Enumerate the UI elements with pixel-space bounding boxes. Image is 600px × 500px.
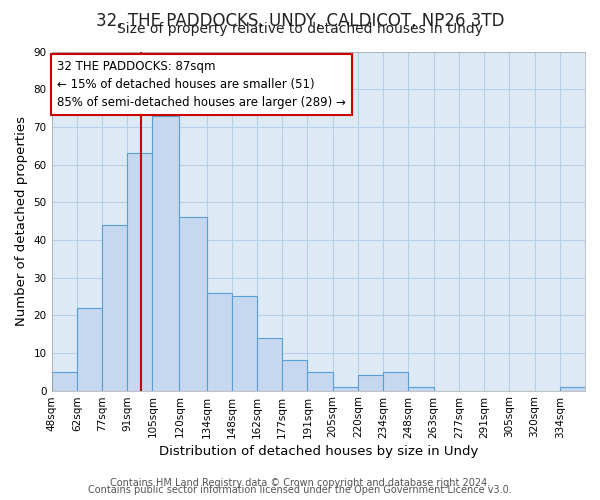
Bar	[307, 372, 332, 390]
Bar	[152, 116, 179, 390]
Text: 32 THE PADDOCKS: 87sqm
← 15% of detached houses are smaller (51)
85% of semi-det: 32 THE PADDOCKS: 87sqm ← 15% of detached…	[57, 60, 346, 109]
Bar	[282, 360, 307, 390]
Bar	[257, 338, 282, 390]
Text: Size of property relative to detached houses in Undy: Size of property relative to detached ho…	[117, 22, 483, 36]
Bar	[383, 372, 409, 390]
Text: Contains HM Land Registry data © Crown copyright and database right 2024.: Contains HM Land Registry data © Crown c…	[110, 478, 490, 488]
Bar	[560, 387, 585, 390]
Bar	[179, 218, 206, 390]
Y-axis label: Number of detached properties: Number of detached properties	[15, 116, 28, 326]
X-axis label: Distribution of detached houses by size in Undy: Distribution of detached houses by size …	[158, 444, 478, 458]
Bar	[52, 372, 77, 390]
Text: Contains public sector information licensed under the Open Government Licence v3: Contains public sector information licen…	[88, 485, 512, 495]
Bar	[232, 296, 257, 390]
Bar	[77, 308, 102, 390]
Bar	[358, 376, 383, 390]
Bar	[102, 225, 127, 390]
Bar	[127, 153, 152, 390]
Bar	[332, 387, 358, 390]
Bar	[206, 292, 232, 390]
Bar	[409, 387, 434, 390]
Text: 32, THE PADDOCKS, UNDY, CALDICOT, NP26 3TD: 32, THE PADDOCKS, UNDY, CALDICOT, NP26 3…	[96, 12, 504, 30]
